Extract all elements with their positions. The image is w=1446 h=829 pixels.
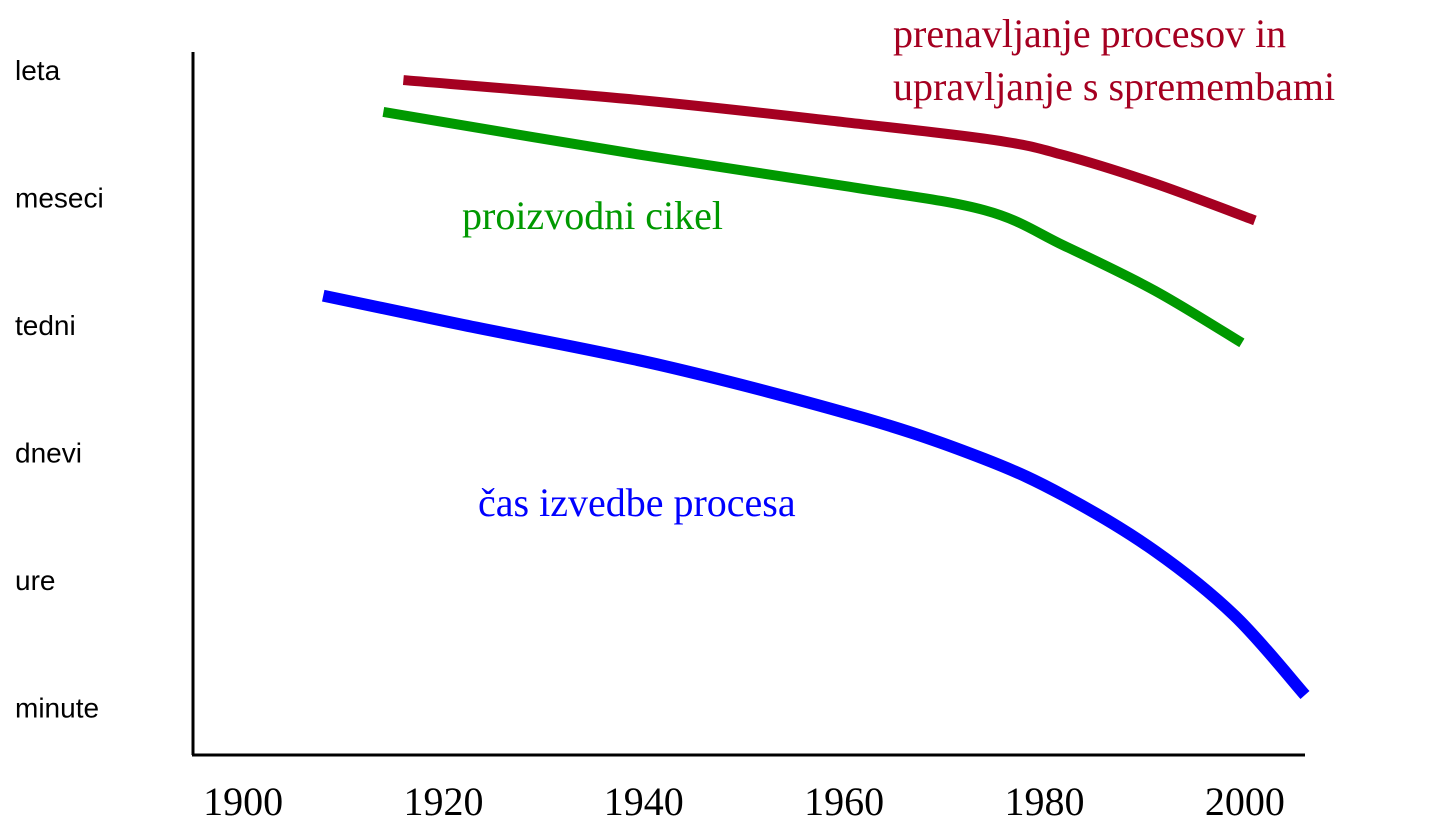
y-tick-label: leta	[15, 55, 61, 86]
y-tick-label: tedni	[15, 310, 76, 341]
x-tick-label: 1960	[804, 779, 884, 824]
x-tick-label: 1980	[1005, 779, 1085, 824]
y-tick-label: minute	[15, 693, 99, 724]
series-label: čas izvedbe procesa	[478, 480, 796, 525]
x-tick-label: 1940	[604, 779, 684, 824]
y-tick-label: ure	[15, 565, 55, 596]
y-tick-label: meseci	[15, 182, 104, 213]
x-tick-label: 1920	[403, 779, 483, 824]
x-tick-label: 2000	[1205, 779, 1285, 824]
series-label: proizvodni cikel	[462, 193, 724, 238]
series-line	[382, 107, 1245, 348]
x-tick-label: 1900	[203, 779, 283, 824]
series-line	[322, 289, 1310, 700]
series-label: prenavljanje procesov in upravljanje s s…	[893, 11, 1336, 109]
series-line	[402, 75, 1257, 226]
y-tick-label: dnevi	[15, 438, 82, 469]
